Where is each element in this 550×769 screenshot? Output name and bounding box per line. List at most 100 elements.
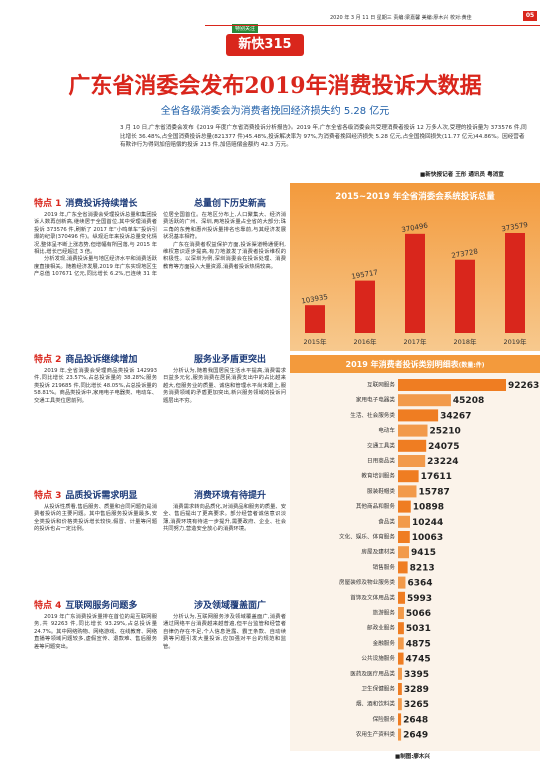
- value-label: 10244: [412, 518, 443, 528]
- paragraph: 2019 年广东消费投诉量排在首位的是互联网服务,共 92263 件,同比增长 …: [34, 614, 157, 650]
- category-label: 农用生产资料类: [356, 730, 396, 738]
- category-label: 生活、社会服务类: [350, 411, 395, 419]
- category-label: 旅游服务: [373, 609, 396, 617]
- value-label: 17611: [421, 472, 452, 482]
- section-body: 2019 年,广东全省消委会受理投诉总量和集团投诉人数再创新高,继续居于全国首位…: [34, 212, 286, 279]
- section-label: 特点 4: [34, 601, 62, 611]
- bar: [398, 652, 404, 665]
- category-label: 电动车: [378, 426, 395, 434]
- heading: 消费投诉持续增长: [65, 199, 138, 209]
- paragraph: 分析认为,互联网服务涉及领域覆盖面广,消费者通过网络平台消费越来越普遍,但平台监…: [163, 614, 286, 650]
- value-label: 5066: [406, 609, 431, 619]
- bar: [398, 439, 427, 452]
- section-heading: 特点 2 商品投诉继续增加 服务业矛盾更突出: [34, 352, 286, 365]
- bar: [398, 455, 426, 467]
- category-label: 房屋及建材类: [361, 548, 395, 556]
- value-label: 3395: [404, 670, 429, 680]
- bar: [398, 607, 404, 619]
- category-label: 服装鞋帽类: [367, 487, 395, 495]
- headline: 广东省消委会发布2019年消费投诉大数据: [68, 73, 482, 99]
- section-label: 特点 3: [34, 491, 62, 501]
- category-label: 烟、酒和饮料类: [356, 700, 396, 708]
- value-label: 25210: [430, 427, 461, 437]
- x-tick-label: 2016年: [353, 337, 377, 346]
- value-label: 34267: [440, 411, 471, 421]
- bar: [398, 591, 406, 604]
- category-label: 家用电子电器类: [356, 396, 396, 404]
- category-label: 首饰及文体用品类: [350, 593, 395, 601]
- bar: [305, 305, 325, 333]
- value-label: 3289: [404, 685, 429, 695]
- value-label: 8213: [410, 563, 435, 573]
- heading: 品质投诉需求明显: [65, 491, 138, 501]
- value-label: 3265: [404, 700, 429, 710]
- bar: [355, 280, 375, 333]
- category-label: 房屋装修及物业服务类: [339, 578, 395, 586]
- intro: 3 月 10 日,广东省消委会发布《2019 年度广东省消费投诉分析报告》。20…: [120, 125, 527, 148]
- subtitle: (数量:件): [459, 361, 485, 369]
- x-tick-label: 2019年: [503, 337, 527, 346]
- category-label: 食品类: [378, 517, 395, 525]
- paragraph: 广东在消费者权益保护方面,投诉渠道畅通便利,维权意识逐步提高,有力地激发了消费者…: [163, 241, 286, 270]
- section-label: 特点 1: [34, 199, 62, 209]
- value-label: 15787: [418, 487, 449, 497]
- paragraph: 分析发现,消费投诉量与地区经济水平和消费活跃度直接相关。随着经济发展,2019 …: [34, 212, 286, 278]
- bar: [398, 531, 410, 543]
- section: 特点 3 品质投诉需求明显 消费环境有待提升从投诉性质看,售后服务、质量和合同问题仍…: [34, 488, 286, 534]
- bar: [398, 500, 411, 513]
- bar: [398, 698, 402, 711]
- section: 特点 1 消费投诉持续增长 总量创下历史新高 2019 年,广东全省消委会受理投诉总量…: [34, 196, 286, 279]
- category-label: 交通工具类: [367, 441, 395, 449]
- value-label: 45208: [453, 396, 484, 406]
- section-heading: 特点 1 消费投诉持续增长 总量创下历史新高: [34, 196, 286, 209]
- category-label: 医药及医疗用品类: [350, 669, 395, 677]
- category-label: 邮政业服务: [367, 624, 395, 632]
- title-band: [290, 355, 540, 373]
- subtitle: 全省各级消委会为消费者挽回经济损失约 5.28 亿元: [160, 106, 390, 117]
- category-label: 公共设施服务: [361, 654, 395, 662]
- heading: 服务业矛盾更突出: [193, 355, 266, 365]
- category-label: 互联网服务: [367, 381, 395, 389]
- value-label: 10898: [413, 503, 444, 513]
- bar: [398, 622, 404, 635]
- section-body: 2019 年广东消费投诉量排在首位的是互联网服务,共 92263 件,同比增长 …: [34, 614, 286, 651]
- bar: [398, 561, 408, 574]
- value-label: 24075: [428, 442, 459, 452]
- value-label: 10063: [412, 533, 443, 543]
- heading: 商品投诉继续增加: [65, 355, 138, 365]
- value-label: 2648: [403, 715, 428, 725]
- x-tick-label: 2015年: [303, 337, 327, 346]
- section: 特点 2 商品投诉继续增加 服务业矛盾更突出 2019 年,全省消委会受理商品类投诉 …: [34, 352, 286, 405]
- heading: 总量创下历史新高: [193, 199, 266, 209]
- bar: [398, 576, 406, 589]
- section-body: 2019 年,全省消委会受理商品类投诉 142993 件,同比增长 23.57%…: [34, 368, 286, 405]
- section-body: 从投诉性质看,售后服务、质量和合同问题仍是消费者投诉的主要问题。其中售后服务投诉…: [34, 504, 286, 534]
- chart-title: 2019 年消费者投诉类别明细表(数量:件): [346, 359, 485, 369]
- bar: [398, 728, 402, 741]
- date-line: 2020 年 3 月 11 日 星期三 责编:梁嘉馨 美编:廖木兴 校对:黄佳: [330, 15, 472, 21]
- category-label: 销售服务: [373, 563, 396, 571]
- section-heading: 特点 3 品质投诉需求明显 消费环境有待提升: [34, 488, 286, 501]
- rule: [205, 25, 540, 26]
- credit: ■制图:廖木兴: [395, 754, 430, 760]
- bar: [398, 379, 506, 391]
- value-label: 5993: [407, 594, 432, 604]
- bar: [398, 470, 419, 483]
- bar: [455, 259, 475, 333]
- bar: [398, 409, 439, 422]
- tag: 特别关注: [232, 24, 259, 33]
- value-label: 23224: [427, 457, 458, 467]
- bar: [398, 546, 410, 559]
- heading: 消费环境有待提升: [193, 491, 266, 501]
- paragraph: 2019 年,全省消委会受理商品类投诉 142993 件,同比增长 23.57%…: [34, 368, 157, 404]
- heading: 互联网服务问题多: [65, 601, 138, 611]
- value-label: 9415: [411, 548, 436, 558]
- paragraph: 从投诉性质看,售后服务、质量和合同问题仍是消费者投诉的主要问题。其中售后服务投诉…: [34, 504, 157, 533]
- section-label: 特点 2: [34, 355, 62, 365]
- section-heading: 特点 4 互联网服务问题多 涉及领域覆盖面广: [34, 598, 286, 611]
- paragraph: 2019 年,广东全省消委会受理投诉总量和集团投诉人数再创新高,继续居于全国首位…: [34, 212, 157, 256]
- heading: 涉及领域覆盖面广: [193, 601, 266, 611]
- bar: [398, 683, 402, 695]
- category-chart: 2019 年消费者投诉类别明细表(数量:件) 互联网服务 92263 家用电子电器类 4…: [290, 355, 540, 751]
